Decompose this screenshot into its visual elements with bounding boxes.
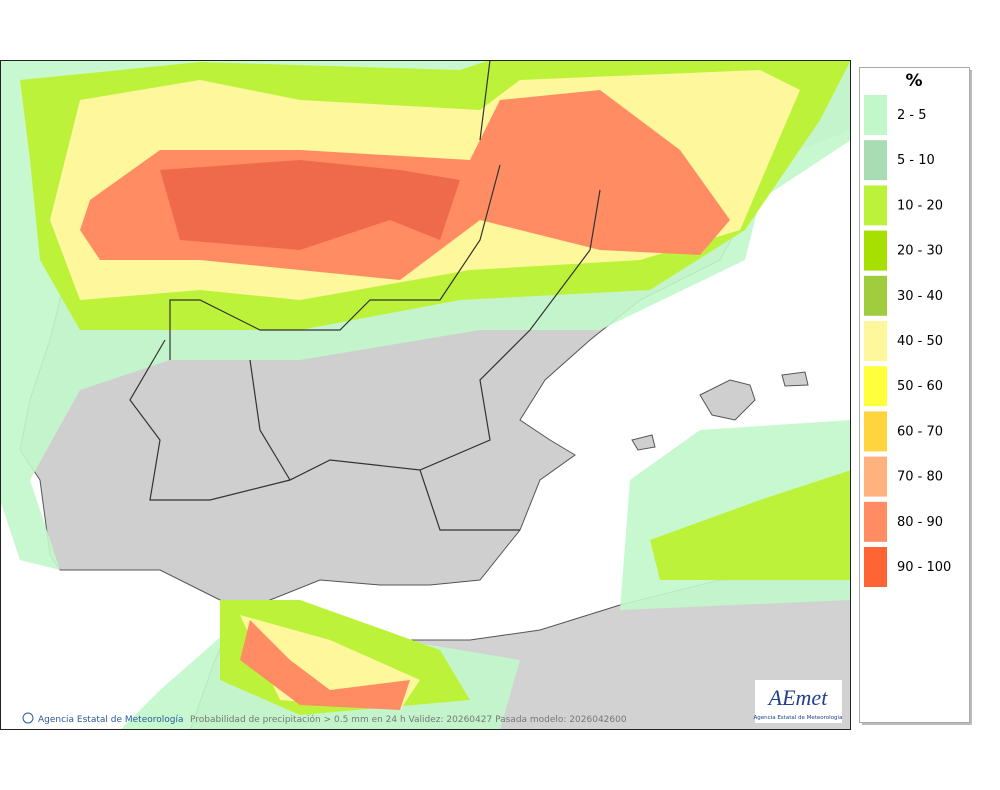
legend-swatch xyxy=(864,230,887,271)
legend-label: 10 - 20 xyxy=(897,198,943,213)
legend-label: 5 - 10 xyxy=(897,153,935,168)
legend-label: 2 - 5 xyxy=(897,108,927,123)
legend-swatch xyxy=(864,140,887,181)
map xyxy=(1,60,850,729)
legend-swatch xyxy=(864,366,887,407)
legend-items: 2 - 5 5 - 10 10 - 20 20 - 30 30 - 40 40 - 50 5… xyxy=(864,95,951,587)
precip-90-100 xyxy=(160,160,460,250)
legend-swatch xyxy=(864,547,887,587)
legend-swatch xyxy=(864,185,887,226)
legend-label: 80 - 90 xyxy=(897,515,943,530)
legend-swatch xyxy=(864,275,887,316)
borders xyxy=(129,60,601,531)
legend-swatch xyxy=(864,95,887,135)
logo-box xyxy=(755,680,842,723)
legend-label: 90 - 100 xyxy=(897,560,951,575)
copyright-icon xyxy=(22,712,34,724)
island-ibiza xyxy=(631,434,656,451)
legend-swatch xyxy=(864,501,887,542)
legend-label: 30 - 40 xyxy=(897,289,943,304)
legend-swatch xyxy=(864,411,887,452)
legend-title: % xyxy=(905,71,922,91)
legend-label: 60 - 70 xyxy=(897,424,943,439)
logo-name: AEmet xyxy=(767,685,829,710)
island-mallorca xyxy=(699,379,756,421)
legend-label: 50 - 60 xyxy=(897,379,943,394)
legend-label: 40 - 50 xyxy=(897,334,943,349)
caption: Probabilidad de precipitación > 0.5 mm e… xyxy=(190,714,627,725)
legend-swatch xyxy=(864,321,887,361)
legend-swatch xyxy=(864,456,887,497)
logo-subtitle: Agencia Estatal de Meteorología xyxy=(754,714,843,721)
legend-label: 20 - 30 xyxy=(897,244,943,259)
map-frame xyxy=(0,60,851,730)
legend-label: 70 - 80 xyxy=(897,470,943,485)
credit: Agencia Estatal de Meteorología xyxy=(38,715,184,725)
island-menorca xyxy=(781,371,809,387)
